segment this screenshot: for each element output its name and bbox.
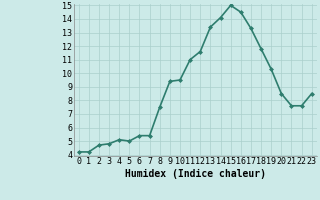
X-axis label: Humidex (Indice chaleur): Humidex (Indice chaleur) <box>125 169 266 179</box>
